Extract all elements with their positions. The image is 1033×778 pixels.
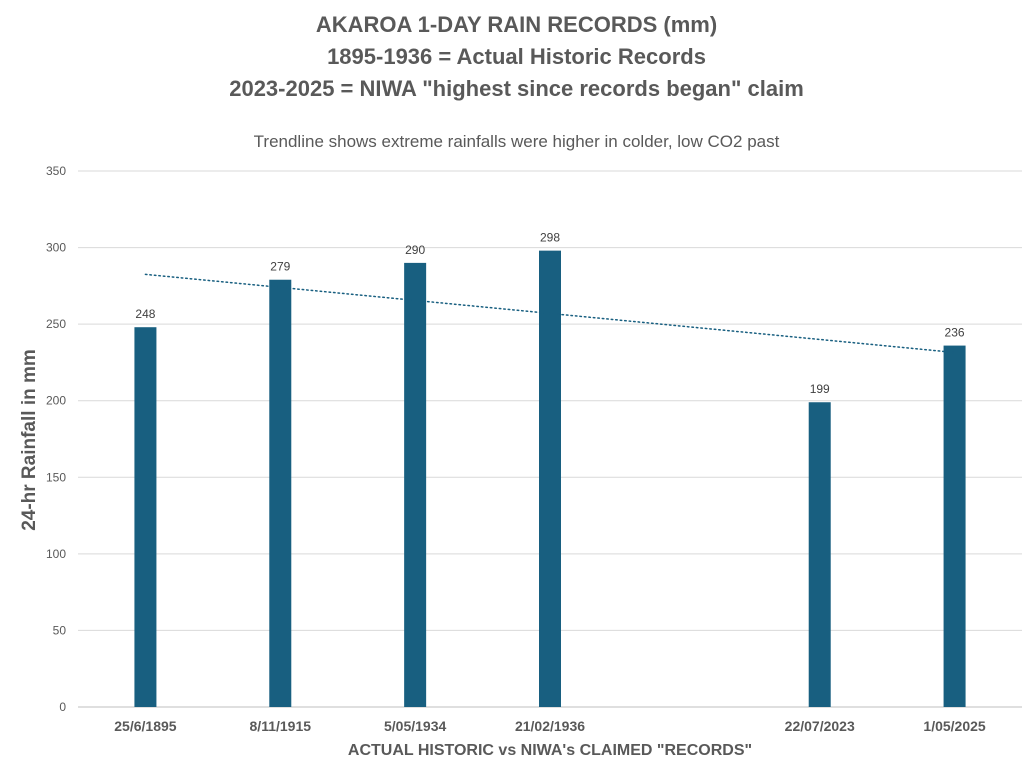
x-tick-label: 22/07/2023: [785, 718, 855, 734]
bar: [404, 262, 427, 707]
data-label: 236: [945, 326, 965, 340]
x-axis-label: ACTUAL HISTORIC vs NIWA's CLAIMED "RECOR…: [347, 742, 753, 759]
data-label: 298: [540, 231, 560, 245]
bar: [808, 402, 831, 707]
chart-title-line-2: 1895-1936 = Actual Historic Records: [327, 44, 706, 69]
bar: [269, 279, 292, 707]
y-tick-label: 250: [46, 317, 66, 331]
bar: [134, 327, 157, 707]
data-label: 248: [135, 307, 155, 321]
bar: [539, 250, 561, 708]
chart-subtitle: Trendline shows extreme rainfalls were h…: [253, 132, 780, 151]
y-tick-label: 50: [53, 623, 67, 637]
data-label: 290: [405, 243, 425, 257]
y-tick-label: 0: [59, 700, 66, 714]
y-tick-label: 350: [46, 164, 66, 178]
x-tick-label: 21/02/1936: [515, 718, 585, 734]
y-tick-label: 100: [46, 547, 66, 561]
trendline: [144, 273, 956, 354]
bar: [943, 345, 966, 707]
chart-title-line-3: 2023-2025 = NIWA "highest since records …: [229, 76, 804, 101]
y-tick-label: 150: [46, 470, 66, 484]
x-tick-label: 8/11/1915: [250, 718, 312, 734]
x-tick-label: 25/6/1895: [114, 718, 176, 734]
y-tick-label: 200: [46, 394, 66, 408]
data-label: 279: [270, 260, 290, 274]
x-tick-label: 1/05/2025: [923, 718, 985, 734]
x-tick-label: 5/05/1934: [384, 718, 446, 734]
data-label: 199: [810, 382, 830, 396]
chart-title: AKAROA 1-DAY RAIN RECORDS (mm): [315, 12, 718, 37]
y-tick-label: 300: [46, 241, 66, 255]
